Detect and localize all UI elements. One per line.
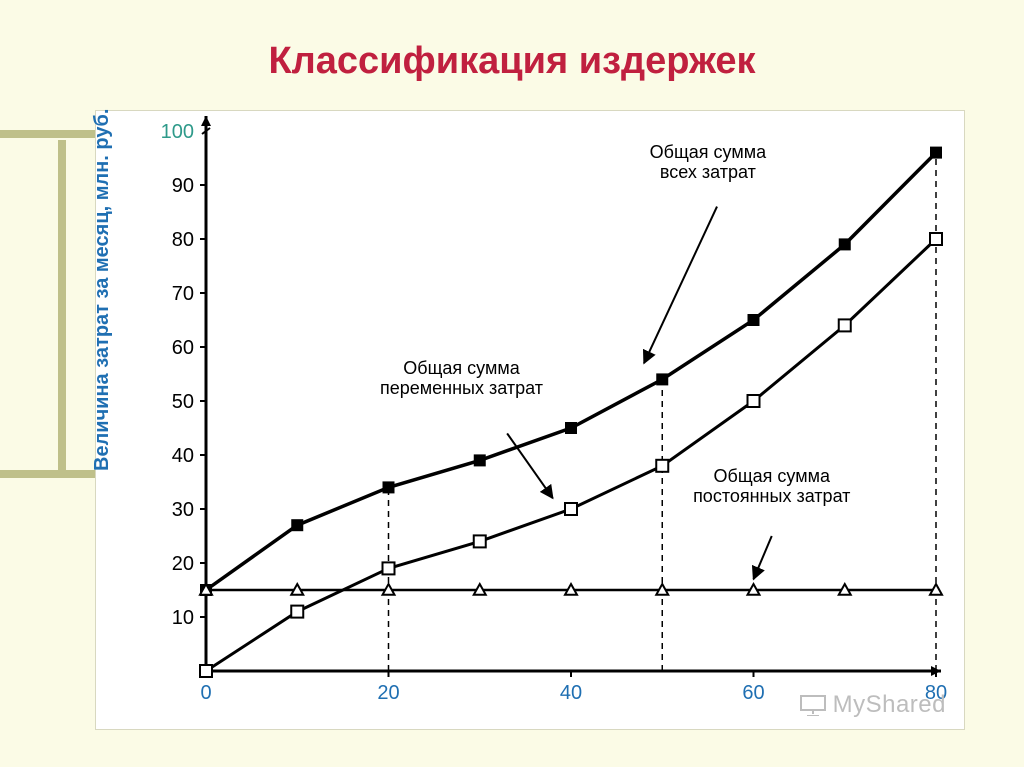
svg-text:всех затрат: всех затрат	[660, 162, 756, 182]
svg-text:90: 90	[172, 175, 194, 197]
svg-text:Общая сумма: Общая сумма	[650, 142, 767, 162]
svg-text:постоянных затрат: постоянных затрат	[693, 486, 850, 506]
svg-text:40: 40	[172, 445, 194, 467]
svg-text:60: 60	[742, 682, 764, 704]
svg-text:20: 20	[172, 553, 194, 575]
chart-svg: 102030405060708090100020406080Общая сумм…	[96, 111, 966, 731]
presentation-icon	[799, 694, 827, 716]
svg-text:40: 40	[560, 682, 582, 704]
svg-text:60: 60	[172, 337, 194, 359]
watermark: MyShared	[799, 691, 946, 719]
svg-text:10: 10	[172, 607, 194, 629]
svg-text:80: 80	[172, 229, 194, 251]
watermark-text: MyShared	[833, 691, 946, 718]
svg-text:Общая сумма: Общая сумма	[403, 358, 520, 378]
svg-text:Общая сумма: Общая сумма	[714, 466, 831, 486]
svg-text:30: 30	[172, 499, 194, 521]
slide-background: Классификация издержек Величина затрат з…	[0, 0, 1024, 767]
decor-bar-vert	[58, 140, 66, 478]
svg-text:50: 50	[172, 391, 194, 413]
svg-text:70: 70	[172, 283, 194, 305]
svg-text:0: 0	[200, 682, 211, 704]
svg-text:20: 20	[377, 682, 399, 704]
chart-container: Величина затрат за месяц, млн. руб. 1020…	[95, 110, 965, 730]
svg-text:переменных затрат: переменных затрат	[380, 378, 543, 398]
slide-title: Классификация издержек	[0, 40, 1024, 83]
svg-text:100: 100	[161, 121, 194, 143]
